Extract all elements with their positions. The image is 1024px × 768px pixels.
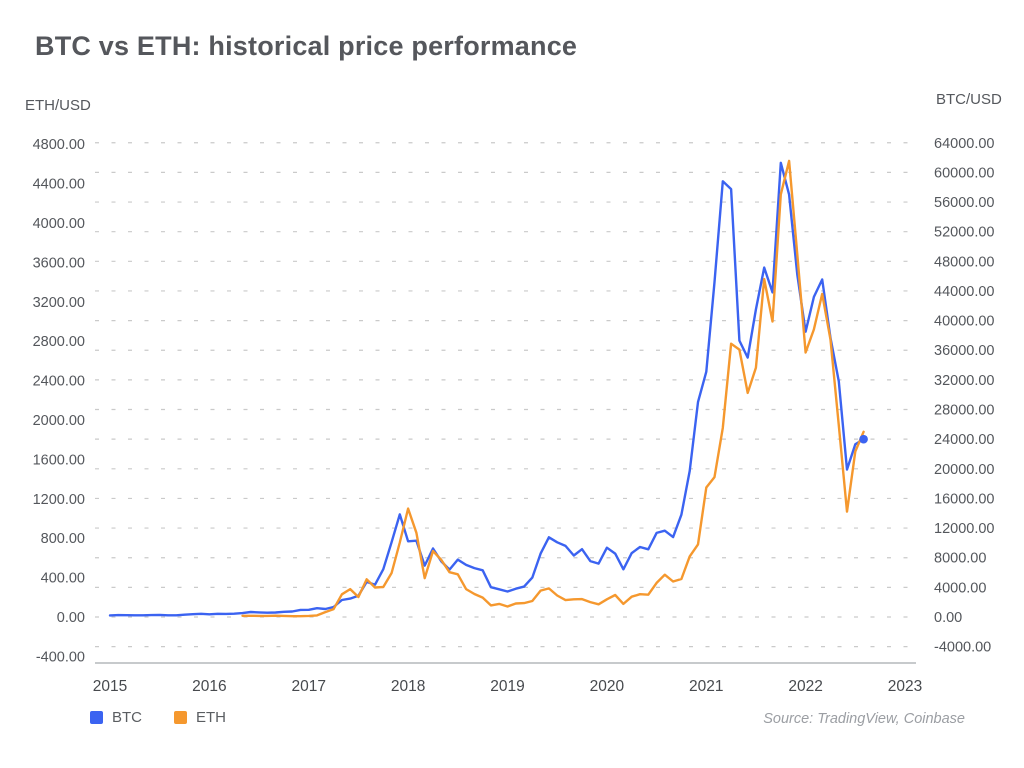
btc-series-line [108, 161, 865, 617]
right-axis-tick: 52000.00 [934, 225, 994, 241]
chart-title: BTC vs ETH: historical price performance [35, 31, 578, 61]
left-axis-tick: 4800.00 [33, 137, 85, 153]
left-axis-tick: 3200.00 [33, 295, 85, 311]
right-axis-tick: 32000.00 [934, 373, 994, 389]
x-axis-label: 2018 [391, 678, 425, 695]
left-axis-tick: 800.00 [41, 531, 85, 547]
left-axis-tick: 0.00 [57, 610, 85, 626]
x-axis-label: 2021 [689, 678, 723, 695]
x-axis-label: 2020 [590, 678, 625, 695]
legend: BTC ETH [90, 709, 226, 726]
left-axis-tick: 3600.00 [33, 255, 85, 271]
source-note: Source: TradingView, Coinbase [763, 711, 965, 727]
left-axis-tick: 2800.00 [33, 334, 85, 350]
left-axis-tick: 4000.00 [33, 216, 85, 232]
legend-label-btc: BTC [112, 709, 142, 726]
price-chart: 64000.00 60000.00 56000.00 52000.00 48000.00… [33, 136, 995, 695]
right-axis-tick: 40000.00 [934, 314, 994, 330]
right-axis-tick: 24000.00 [934, 432, 994, 448]
left-axis-tick: 400.00 [41, 571, 85, 587]
legend-item-btc: BTC [90, 709, 142, 726]
right-axis-tick: 28000.00 [934, 403, 994, 419]
left-axis-tick: 4400.00 [33, 177, 85, 193]
right-axis-tick: 12000.00 [934, 521, 994, 537]
x-axis-label: 2019 [490, 678, 524, 695]
right-axis-tick: 0.00 [934, 610, 962, 626]
left-axis-tick: 2000.00 [33, 413, 85, 429]
left-axis-tick: 1600.00 [33, 452, 85, 468]
left-axis-tick: 1200.00 [33, 492, 85, 508]
left-axis-tick: 2400.00 [33, 374, 85, 390]
right-axis-tick: -4000.00 [934, 640, 991, 656]
legend-item-eth: ETH [174, 709, 226, 726]
left-axis-title: ETH/USD [25, 97, 91, 114]
right-axis-tick: 56000.00 [934, 195, 994, 211]
left-axis-tick: -400.00 [36, 649, 85, 665]
eth-series-line [241, 159, 865, 618]
right-axis-tick: 20000.00 [934, 462, 994, 478]
right-axis-tick: 44000.00 [934, 284, 994, 300]
right-axis-title: BTC/USD [936, 91, 1002, 108]
x-axis-label: 2017 [292, 678, 326, 695]
eth-swatch-icon [174, 711, 187, 724]
x-axis-label: 2015 [93, 678, 127, 695]
right-axis-tick: 8000.00 [934, 551, 986, 567]
right-axis-tick: 48000.00 [934, 254, 994, 270]
x-axis-label: 2016 [192, 678, 226, 695]
right-axis-tick: 16000.00 [934, 491, 994, 507]
right-axis-tick: 64000.00 [934, 136, 994, 152]
legend-label-eth: ETH [196, 709, 226, 726]
btc-end-marker [859, 434, 868, 444]
x-axis-label: 2023 [888, 678, 922, 695]
right-axis-tick: 60000.00 [934, 165, 994, 181]
x-axis-label: 2022 [788, 678, 822, 695]
btc-swatch-icon [90, 711, 103, 724]
right-axis-tick: 4000.00 [934, 580, 986, 596]
right-axis-tick: 36000.00 [934, 343, 994, 359]
